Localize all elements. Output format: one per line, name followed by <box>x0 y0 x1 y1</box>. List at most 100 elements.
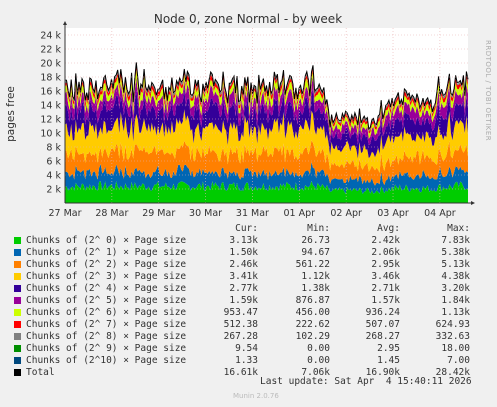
y-axis-label: pages free <box>5 86 17 142</box>
series-area-4 <box>65 88 468 159</box>
legend-min: 0.00 <box>307 343 330 354</box>
header-avg: Avg: <box>377 223 400 234</box>
legend-label: Chunks of (2^ 8) × Page size <box>26 331 187 342</box>
series-area-0 <box>65 181 468 203</box>
series-area-1 <box>65 161 468 194</box>
y-tick-label: 24 k <box>40 31 61 42</box>
grid-lines <box>64 28 468 203</box>
y-tick-label: 12 k <box>40 115 61 126</box>
legend-swatch <box>14 297 21 304</box>
total-line <box>64 62 469 130</box>
legend-avg: 2.71k <box>371 283 400 294</box>
legend-avg: 16.90k <box>365 367 400 378</box>
x-axis-arrow <box>471 201 475 205</box>
series-area-2 <box>65 140 468 186</box>
y-tick-label: 16 k <box>40 87 61 98</box>
legend-avg: 936.24 <box>365 307 400 318</box>
header-min: Min: <box>307 223 330 234</box>
x-tick-labels: 27 Mar 28 Mar 29 Mar 30 Mar 31 Mar 01 Apr 02 A… <box>48 208 455 219</box>
legend-swatch <box>14 321 21 328</box>
legend-swatch <box>14 369 21 376</box>
header-max: Max: <box>447 223 470 234</box>
x-tick-label: 01 Apr <box>284 208 316 219</box>
legend-max: 5.13k <box>441 259 470 270</box>
legend-swatch <box>14 237 21 244</box>
legend-min: 561.22 <box>295 259 330 270</box>
x-tick-label: 04 Apr <box>424 208 456 219</box>
legend-avg: 2.42k <box>371 235 400 246</box>
header-cur: Cur: <box>235 223 258 234</box>
y-tick-label: 2 k <box>46 185 61 196</box>
legend-label: Chunks of (2^ 7) × Page size <box>26 319 187 330</box>
legend-avg: 3.46k <box>371 271 400 282</box>
y-tick-label: 6 k <box>46 157 61 168</box>
legend-max: 4.38k <box>441 271 470 282</box>
y-tick-label: 20 k <box>40 59 61 70</box>
legend-cur: 2.46k <box>229 259 258 270</box>
side-label: RRDTOOL / TOBI OETIKER <box>484 40 492 141</box>
legend-cur: 1.50k <box>229 247 258 258</box>
y-axis-arrow <box>63 21 67 25</box>
legend-max: 624.93 <box>435 319 470 330</box>
legend-swatch <box>14 285 21 292</box>
legend-cur: 16.61k <box>223 367 258 378</box>
legend-label: Chunks of (2^ 9) × Page size <box>26 343 187 354</box>
x-tick-label: 29 Mar <box>142 208 175 219</box>
legend-swatch <box>14 309 21 316</box>
y-tick-label: 18 k <box>40 73 61 84</box>
legend-min: 222.62 <box>295 319 330 330</box>
legend-avg: 507.07 <box>365 319 400 330</box>
x-tick-label: 27 Mar <box>48 208 81 219</box>
legend-label: Total <box>26 367 55 378</box>
legend-avg: 1.57k <box>371 295 400 306</box>
legend-swatch <box>14 273 21 280</box>
legend-min: 456.00 <box>295 307 330 318</box>
y-tick-labels: 2 k 4 k 6 k 8 k 10 k 12 k 14 k 16 k 18 k 20 k 22 k… <box>40 31 61 196</box>
legend-cur: 1.59k <box>229 295 258 306</box>
legend-label: Chunks of (2^10) × Page size <box>26 355 187 366</box>
legend-avg: 2.95 <box>377 343 400 354</box>
legend-avg: 1.45 <box>377 355 400 366</box>
series-area-3 <box>65 109 468 173</box>
legend-avg: 2.06k <box>371 247 400 258</box>
legend-cur: 267.28 <box>223 331 258 342</box>
x-tick-label: 31 Mar <box>236 208 269 219</box>
legend-label: Chunks of (2^ 0) × Page size <box>26 235 187 246</box>
legend-cur: 953.47 <box>223 307 258 318</box>
legend-min: 876.87 <box>295 295 330 306</box>
legend-min: 1.38k <box>301 283 330 294</box>
legend-cur: 2.77k <box>229 283 258 294</box>
legend-max: 1.13k <box>441 307 470 318</box>
legend-swatch <box>14 345 21 352</box>
legend-max: 18.00 <box>441 343 470 354</box>
legend-avg: 2.95k <box>371 259 400 270</box>
legend-label: Chunks of (2^ 5) × Page size <box>26 295 187 306</box>
series-area-5 <box>65 76 468 146</box>
y-tick-label: 4 k <box>46 171 61 182</box>
legend-label: Chunks of (2^ 2) × Page size <box>26 259 187 270</box>
legend-min: 1.12k <box>301 271 330 282</box>
series-areas <box>64 62 469 203</box>
legend-label: Chunks of (2^ 6) × Page size <box>26 307 187 318</box>
last-update: Last update: Sat Apr 4 15:40:11 2026 <box>260 376 472 387</box>
legend-min: 7.06k <box>301 367 330 378</box>
legend-cur: 9.54 <box>235 343 258 354</box>
legend-label: Chunks of (2^ 1) × Page size <box>26 247 187 258</box>
legend-min: 0.00 <box>307 355 330 366</box>
legend-max: 1.84k <box>441 295 470 306</box>
munin-version: Munin 2.0.76 <box>233 392 279 400</box>
legend-label: Chunks of (2^ 4) × Page size <box>26 283 187 294</box>
legend-max: 7.83k <box>441 235 470 246</box>
legend-swatch <box>14 261 21 268</box>
legend-cur: 3.41k <box>229 271 258 282</box>
legend-swatch <box>14 249 21 256</box>
axes <box>63 21 475 205</box>
y-tick-label: 10 k <box>40 129 61 140</box>
legend-max: 7.00 <box>447 355 470 366</box>
legend-max: 28.42k <box>435 367 470 378</box>
legend-min: 102.29 <box>295 331 330 342</box>
legend-cur: 1.33 <box>235 355 258 366</box>
x-tick-label: 28 Mar <box>95 208 128 219</box>
legend-avg: 268.27 <box>365 331 400 342</box>
y-tick-label: 14 k <box>40 101 61 112</box>
